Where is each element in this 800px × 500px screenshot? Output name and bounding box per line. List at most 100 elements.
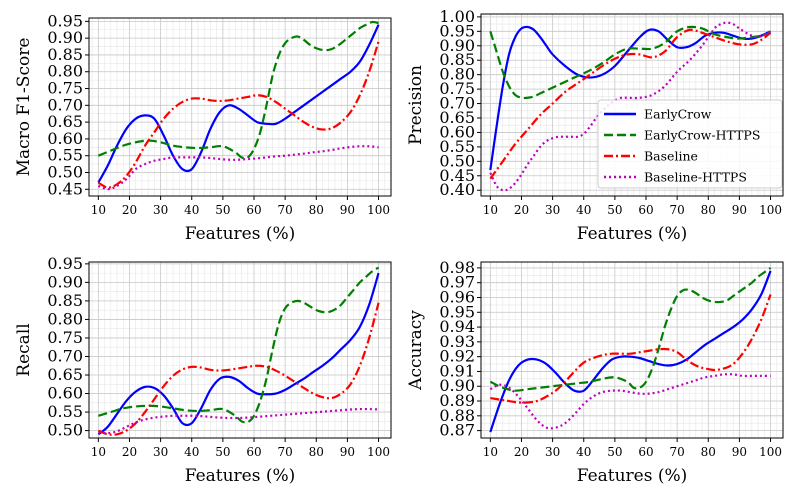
y-tick-label: 0.85 [47, 45, 83, 64]
x-tick-label: 100 [759, 445, 782, 459]
series-line-earlycrow-https [97, 20, 379, 160]
y-tick-label: 0.95 [439, 302, 475, 321]
x-tick-label: 60 [638, 203, 653, 217]
panel-1: 10 20 30 40 50 60 70 80 90 100 0.450.500.550.600.6… [14, 11, 392, 244]
x-tick-label: 20 [122, 203, 137, 217]
series-line-baseline [490, 294, 772, 404]
x-tick-label: 70 [670, 203, 685, 217]
x-tick-label: 100 [367, 203, 390, 217]
x-tick-label: 20 [514, 445, 529, 459]
y-tick-label: 0.60 [47, 384, 83, 403]
x-tick-label: 10 [483, 445, 498, 459]
x-tick-label: 30 [545, 203, 560, 217]
panel-3: 10 20 30 40 50 60 70 80 90 1000.500.550.600.650.7… [14, 254, 392, 486]
legend-label: Baseline-HTTPS [644, 170, 747, 185]
y-tick-label: 0.80 [47, 309, 83, 328]
x-tick-label: 20 [122, 445, 137, 459]
x-tick-label: 60 [638, 445, 653, 459]
y-tick-label: 0.93 [439, 332, 475, 351]
y-tick-label: 0.60 [439, 122, 475, 141]
y-tick-label: 0.65 [47, 365, 83, 384]
y-tick-label: 0.55 [47, 146, 83, 165]
y-axis-label: Macro F1-Score [14, 38, 34, 177]
grid [89, 262, 392, 438]
y-tick-label: 0.75 [439, 79, 475, 98]
series-group [97, 266, 380, 436]
y-tick-label: 0.88 [439, 406, 475, 425]
x-tick-label: 80 [701, 203, 716, 217]
series-line-earlycrow-https [98, 266, 380, 424]
y-tick-label: 0.70 [439, 94, 475, 113]
x-tick-label: 20 [514, 203, 529, 217]
x-tick-label: 80 [309, 445, 324, 459]
x-tick-label: 40 [184, 203, 199, 217]
x-tick-label: 50 [215, 445, 230, 459]
y-tick-label: 0.50 [439, 151, 475, 170]
y-axis-label: Accuracy [406, 310, 426, 391]
x-axis-label: Features (%) [577, 466, 688, 486]
y-tick-label: 0.95 [439, 21, 475, 40]
plot-frame [88, 261, 392, 439]
x-tick-label: 10 [91, 445, 106, 459]
series-line-earlycrow [489, 25, 772, 171]
y-tick-label: 0.70 [47, 346, 83, 365]
series-line-earlycrow [97, 272, 380, 436]
series-line-baseline [489, 28, 772, 180]
x-tick-label: 90 [732, 203, 747, 217]
y-tick-label: 0.94 [439, 317, 475, 336]
panel-4: 10 20 30 40 50 60 70 80 90 1000.870.880.890.900.9… [406, 258, 784, 486]
plot-frame [480, 13, 784, 197]
y-tick-label: 0.97 [439, 273, 475, 292]
x-tick-label: 40 [576, 203, 591, 217]
x-tick-label: 80 [701, 445, 716, 459]
series-group [489, 267, 772, 433]
y-tick-label: 0.90 [47, 272, 83, 291]
y-tick-label: 0.92 [439, 347, 475, 366]
x-axis-label: Features (%) [577, 224, 688, 244]
y-tick-label: 0.87 [439, 421, 475, 440]
legend-box [597, 99, 783, 189]
y-tick-label: 0.45 [47, 179, 83, 198]
y-tick-label: 0.91 [439, 361, 475, 380]
x-tick-label: 100 [367, 445, 390, 459]
series-line-baseline-https [97, 145, 379, 191]
x-tick-label: 50 [607, 203, 622, 217]
y-tick-label: 0.95 [47, 11, 83, 30]
y-tick-label: 0.80 [47, 62, 83, 81]
y-axis-label: Recall [14, 323, 34, 376]
y-tick-label: 0.55 [47, 402, 83, 421]
y-tick-label: 0.60 [47, 129, 83, 148]
grid [481, 262, 784, 439]
y-tick-label: 0.50 [47, 421, 83, 440]
legend-label: EarlyCrow-HTTPS [644, 128, 760, 143]
y-axis-label: Precision [406, 65, 426, 145]
y-tick-label: 0.90 [439, 36, 475, 55]
x-tick-label: 70 [670, 445, 685, 459]
x-tick-label: 90 [340, 445, 355, 459]
y-tick-label: 1.00 [439, 7, 475, 26]
x-tick-label: 30 [545, 445, 560, 459]
plot-frame [480, 261, 784, 439]
legend: EarlyCrow EarlyCrow-HTTPS Baseline Baseline… [597, 99, 783, 189]
y-tick-label: 0.75 [47, 328, 83, 347]
y-tick-label: 0.50 [47, 162, 83, 181]
x-tick-label: 90 [340, 203, 355, 217]
legend-label: EarlyCrow [644, 107, 712, 122]
y-tick-label: 0.65 [47, 112, 83, 131]
x-tick-label: 50 [215, 203, 230, 217]
x-tick-label: 30 [153, 203, 168, 217]
series-group [489, 21, 772, 192]
x-tick-label: 100 [759, 203, 782, 217]
series-line-earlycrow-https [489, 25, 771, 100]
y-tick-label: 0.45 [439, 166, 475, 185]
x-tick-label: 70 [278, 445, 293, 459]
series-line-earlycrow [97, 24, 380, 184]
panel-2: 10 20 30 40 50 60 70 80 90 1000.400.450.500.550.6… [406, 7, 784, 244]
x-tick-label: 80 [309, 203, 324, 217]
y-tick-label: 0.89 [439, 391, 475, 410]
grid [89, 18, 392, 196]
y-tick-label: 0.95 [47, 254, 83, 273]
y-tick-label: 0.75 [47, 79, 83, 98]
x-tick-label: 70 [278, 203, 293, 217]
